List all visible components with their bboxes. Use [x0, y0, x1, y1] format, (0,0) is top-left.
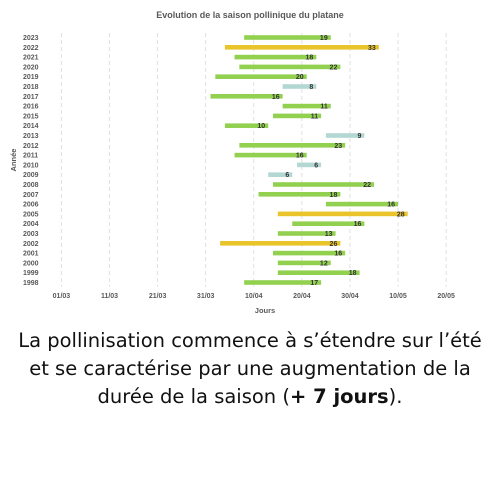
bars: 1933182220816111110923166622181628161326… [210, 35, 408, 287]
year-label: 2010 [23, 162, 39, 169]
bar-2017 [210, 94, 283, 99]
caption-text: La pollinisation commence à s’étendre su… [18, 329, 482, 408]
x-tick-label: 31/03 [197, 293, 215, 300]
bar-value-label: 16 [296, 153, 304, 160]
year-label: 2001 [23, 251, 39, 258]
year-label: 2008 [23, 182, 39, 189]
year-label: 2021 [23, 55, 39, 62]
bar-1998 [244, 280, 322, 285]
year-label: 2005 [23, 211, 39, 218]
bar-2001 [273, 250, 346, 256]
bar-value-label: 20 [296, 74, 304, 81]
bar-value-label: 18 [306, 55, 314, 62]
year-label: 2000 [23, 260, 39, 267]
bar-2003 [277, 231, 336, 236]
bar-value-label: 19 [320, 35, 328, 42]
bar-2007 [258, 192, 341, 197]
year-label: 2014 [23, 123, 39, 130]
bar-value-label: 26 [330, 241, 338, 248]
bar-2018 [282, 84, 317, 89]
year-label: 1999 [23, 270, 39, 277]
bar-value-label: 16 [272, 94, 280, 101]
year-label: 2011 [23, 153, 38, 160]
bar-2015 [273, 113, 322, 119]
bar-value-label: 11 [311, 113, 319, 120]
bar-1999 [277, 270, 360, 275]
bar-value-label: 18 [330, 192, 338, 199]
bar-value-label: 16 [354, 221, 362, 228]
year-label: 1998 [23, 280, 39, 287]
caption-end: ). [388, 385, 403, 408]
bar-2016 [282, 103, 331, 109]
bar-2012 [239, 143, 346, 148]
bar-2019 [215, 74, 307, 79]
year-label: 2009 [23, 172, 39, 179]
bar-value-label: 22 [330, 64, 338, 71]
bar-value-label: 13 [325, 231, 333, 238]
bar-value-label: 22 [363, 182, 371, 189]
bar-2004 [292, 221, 365, 226]
year-labels: 2023 2022 2021 2020 2019 2018 2017 2016 2015 2014… [23, 35, 39, 287]
bar-2011 [234, 152, 307, 158]
bar-value-label: 18 [349, 270, 357, 277]
year-label: 2013 [23, 133, 39, 140]
bar-2014 [224, 123, 269, 128]
bar-value-label: 17 [310, 280, 318, 287]
year-label: 2007 [23, 192, 39, 199]
x-tick-label: 20/04 [293, 293, 311, 300]
x-tick-label: 30/04 [341, 293, 359, 300]
year-label: 2017 [23, 94, 39, 101]
bar-2021 [234, 54, 317, 60]
chart-title: Evolution de la saison pollinique du pla… [156, 10, 344, 20]
x-axis-label: Jours [255, 306, 275, 315]
bar-value-label: 8 [309, 84, 313, 91]
x-tick-label: 20/05 [437, 293, 455, 300]
year-label: 2004 [23, 221, 39, 228]
year-label: 2023 [23, 35, 39, 42]
bar-value-label: 11 [320, 104, 328, 111]
bar-2013 [325, 133, 365, 138]
year-label: 2015 [23, 113, 39, 120]
bar-2009 [268, 172, 293, 177]
year-label: 2022 [23, 45, 39, 52]
year-label: 2018 [23, 84, 39, 91]
bar-value-label: 16 [387, 202, 395, 209]
bar-value-label: 10 [257, 123, 265, 130]
year-label: 2003 [23, 231, 39, 238]
pollen-season-chart: Evolution de la saison pollinique du pla… [9, 10, 455, 315]
x-tick-label: 10/05 [389, 293, 407, 300]
bar-2002 [220, 241, 341, 246]
bar-value-label: 33 [368, 45, 376, 52]
x-tick-labels: 01/03 11/03 21/03 31/03 10/04 20/04 30/04 10/05… [53, 293, 455, 300]
bar-value-label: 28 [397, 211, 405, 218]
caption-highlight: + 7 jours [289, 385, 389, 408]
bar-2005 [277, 211, 408, 217]
year-label: 2002 [23, 241, 39, 248]
x-tick-label: 11/03 [101, 293, 118, 300]
y-axis-label: Année [9, 149, 18, 172]
bar-value-label: 6 [314, 162, 318, 169]
x-tick-label: 01/03 [53, 293, 71, 300]
year-label: 2016 [23, 104, 39, 111]
caption: La pollinisation commence à s’étendre su… [10, 327, 490, 411]
year-label: 2020 [23, 64, 39, 71]
bar-2010 [297, 162, 322, 168]
x-tick-label: 10/04 [245, 293, 263, 300]
bar-2022 [224, 45, 379, 50]
bar-2000 [277, 260, 331, 266]
bar-2020 [239, 64, 341, 70]
bar-value-label: 12 [320, 260, 328, 267]
gridlines [61, 33, 447, 287]
x-tick-label: 21/03 [149, 293, 167, 300]
bar-value-label: 16 [334, 251, 342, 258]
year-label: 2012 [23, 143, 39, 150]
year-label: 2019 [23, 74, 39, 81]
bar-value-label: 6 [285, 172, 289, 179]
bar-value-label: 9 [357, 133, 361, 140]
year-label: 2006 [23, 202, 39, 209]
bar-value-label: 23 [334, 143, 342, 150]
bar-2023 [244, 35, 331, 40]
bar-2006 [325, 201, 399, 207]
bar-2008 [273, 182, 375, 187]
